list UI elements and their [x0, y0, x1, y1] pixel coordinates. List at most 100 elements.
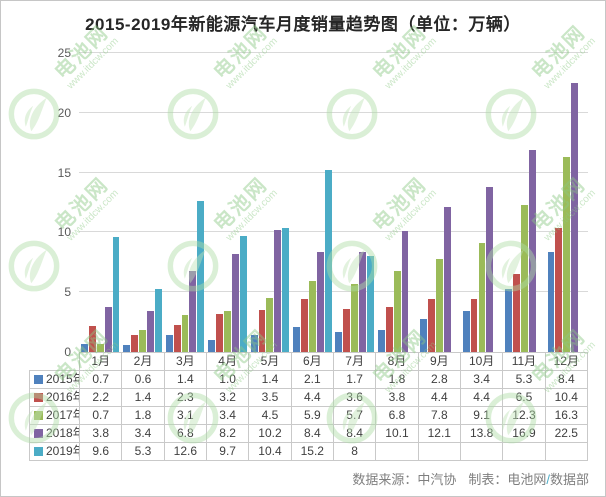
bar-2017年-10月 [478, 243, 486, 352]
bar-2016年-9月 [428, 299, 436, 352]
month-header-cell: 7月 [332, 352, 377, 371]
value-cell [375, 442, 419, 461]
month-header-cell: 12月 [544, 352, 589, 371]
bar-2017年-6月 [308, 281, 316, 352]
value-cell: 5.9 [290, 406, 334, 425]
value-cell: 3.8 [78, 424, 123, 443]
bar-2019年-2月 [154, 288, 162, 352]
legend-series-name: 2017年 [46, 408, 79, 422]
bar-2018年-3月 [189, 270, 197, 352]
legend-cell-2017年: 2017年 [29, 406, 80, 425]
value-cell: 1.4 [248, 370, 292, 389]
bar-2019年-1月 [112, 237, 120, 352]
value-cell: 1.8 [375, 370, 419, 389]
value-cell: 3.4 [121, 424, 165, 443]
gridline [79, 52, 588, 53]
bar-2017年-7月 [351, 283, 359, 352]
month-header-cell: 3月 [163, 352, 207, 371]
value-cell: 3.2 [205, 388, 250, 407]
bar-2017年-4月 [224, 311, 231, 352]
value-cell: 8 [332, 442, 377, 461]
value-cell: 13.8 [459, 424, 504, 443]
value-cell: 2.8 [417, 370, 461, 389]
bar-2019年-7月 [367, 256, 374, 352]
value-cell: 10.4 [248, 442, 292, 461]
bar-2018年-11月 [528, 149, 536, 352]
bar-2016年-6月 [300, 299, 308, 352]
legend-cell-2016年: 2016年 [29, 388, 80, 407]
table-row-2017年: 2017年0.71.83.13.44.55.95.76.87.89.112.31… [29, 406, 589, 425]
bar-2017年-5月 [266, 298, 274, 352]
bar-2017年-2月 [139, 330, 147, 352]
bar-2016年-3月 [173, 324, 181, 352]
bar-2017年-3月 [181, 314, 189, 352]
legend-cell-2019年: 2019年 [29, 442, 80, 461]
bar-2016年-7月 [343, 308, 351, 352]
value-cell: 8.4 [332, 424, 377, 443]
value-cell [544, 442, 589, 461]
value-cell: 15.2 [290, 442, 334, 461]
month-header-cell: 1月 [78, 352, 123, 371]
value-cell: 6.5 [502, 388, 546, 407]
value-cell: 3.8 [375, 388, 419, 407]
bar-2015年-9月 [420, 318, 428, 352]
value-cell: 2.1 [290, 370, 334, 389]
value-cell: 10.4 [544, 388, 589, 407]
bar-2017年-11月 [520, 204, 528, 352]
bar-2016年-11月 [513, 274, 520, 352]
value-cell: 4.5 [248, 406, 292, 425]
bar-2019年-5月 [282, 227, 290, 352]
value-cell: 8.2 [205, 424, 250, 443]
data-source-text: 数据来源：中汽协 [352, 472, 457, 487]
bar-2016年-5月 [258, 310, 266, 352]
value-cell: 22.5 [544, 424, 589, 443]
bar-2015年-5月 [250, 335, 258, 352]
plot-area [79, 52, 588, 352]
value-cell: 8.4 [290, 424, 334, 443]
bar-2018年-6月 [316, 251, 324, 352]
footer-department-text: 数据部 [549, 472, 589, 487]
value-cell: 6.8 [375, 406, 419, 425]
value-cell: 1.0 [205, 370, 250, 389]
y-axis-tick-label: 5 [64, 285, 71, 300]
y-axis-tick-label: 0 [64, 345, 71, 359]
bar-2015年-8月 [377, 330, 385, 352]
bar-2016年-10月 [470, 299, 478, 352]
value-cell: 10.2 [248, 424, 292, 443]
table-row-2018年: 2018年3.83.46.88.210.28.48.410.112.113.81… [29, 424, 589, 443]
footer-credits: 数据来源：中汽协 制表：电池网/数据部 [352, 469, 589, 488]
bar-2015年-7月 [335, 331, 343, 352]
legend-swatch [34, 411, 43, 420]
legend-series-name: 2016年 [46, 390, 79, 404]
table-row-2019年: 2019年9.65.312.69.710.415.28 [29, 442, 589, 461]
gridline [79, 111, 588, 113]
value-cell: 5.3 [502, 370, 546, 389]
bar-2019年-3月 [197, 201, 205, 352]
bar-2015年-11月 [505, 288, 513, 352]
value-cell [502, 442, 546, 461]
value-cell: 1.4 [163, 370, 207, 389]
y-axis-tick-label: 25 [57, 46, 71, 60]
legend-swatch [34, 429, 43, 438]
bar-2015年-3月 [165, 335, 173, 352]
legend-series-name: 2019年 [46, 444, 79, 458]
value-cell: 8.4 [544, 370, 589, 389]
bar-2018年-2月 [147, 311, 154, 352]
value-cell: 12.3 [502, 406, 546, 425]
gridline [79, 231, 588, 233]
bar-2018年-12月 [571, 82, 579, 352]
value-cell: 1.8 [121, 406, 165, 425]
bar-2016年-12月 [555, 227, 563, 352]
bar-2015年-6月 [293, 326, 300, 352]
table-corner-cell [30, 353, 80, 371]
chart-title: 2015-2019年新能源汽车月度销量趋势图（单位：万辆） [85, 15, 521, 34]
value-cell: 9.6 [78, 442, 123, 461]
month-header-cell: 9月 [417, 352, 461, 371]
bar-2018年-8月 [401, 231, 409, 352]
bar-2015年-1月 [80, 343, 88, 352]
gridline [79, 171, 588, 173]
month-header-cell: 2月 [121, 352, 165, 371]
value-cell [459, 442, 504, 461]
bar-2018年-9月 [443, 207, 451, 352]
month-header-cell: 4月 [205, 352, 250, 371]
